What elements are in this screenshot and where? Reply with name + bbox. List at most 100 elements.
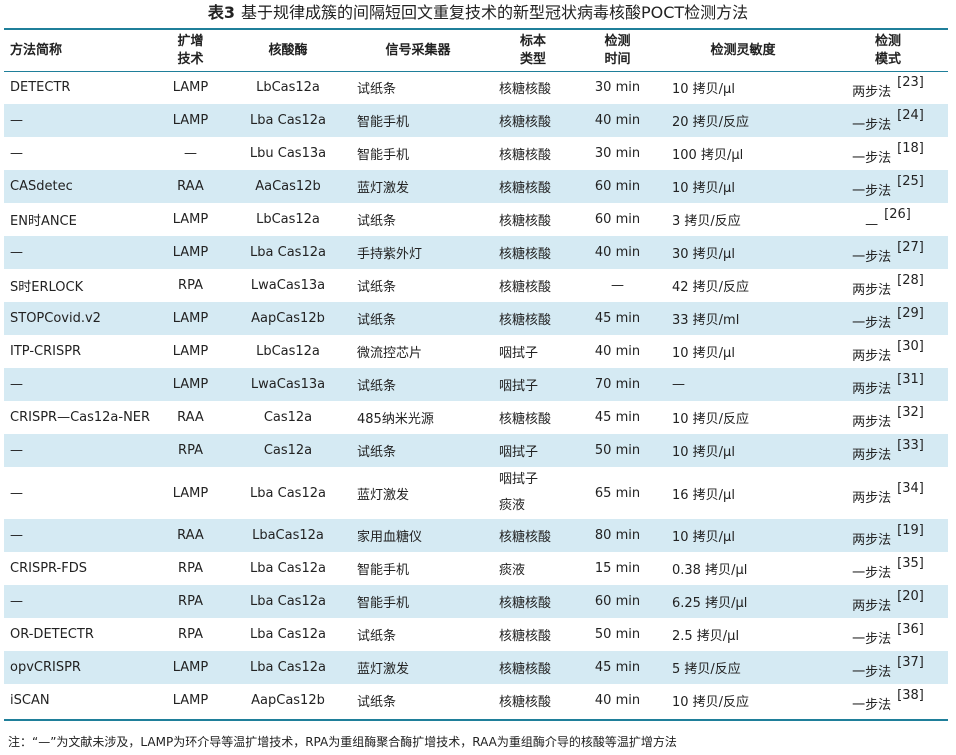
- table-row: CRISPR-FDS RPA Lba Cas12a 智能手机 痰液 15 min 0.38 …: [4, 552, 948, 585]
- table-caption: 表3 基于规律成簇的间隔短回文重复技术的新型冠状病毒核酸POCT检测方法: [0, 0, 956, 26]
- cell-nuclease: Cas12a: [263, 410, 313, 425]
- cell-amplification: LAMP: [152, 651, 229, 684]
- cell-amplification: LAMP: [152, 236, 229, 269]
- table-label: 表3: [207, 3, 235, 22]
- table-row: — RPA Cas12a 试纸条 咽拭子 50 min 10 拷贝/μl 两步法 [33]: [4, 434, 948, 467]
- cell-specimen: 痰液: [499, 563, 526, 578]
- cell-nuclease: Lba Cas12a: [229, 236, 347, 269]
- cell-detect-mode: 两步法 [32]: [828, 401, 948, 434]
- cell-detect-mode: 一步法 [35]: [828, 552, 948, 585]
- cell-method-name: CRISPR-FDS: [10, 561, 87, 576]
- cell-detect-mode: 两步法 [30]: [828, 335, 948, 368]
- table-row: EN时ANCE LAMP LbCas12a 试纸条 核糖核酸 60 min 3 拷贝/反应 —…: [4, 203, 948, 236]
- cell-signal-reader: 智能手机: [347, 585, 489, 618]
- bottom-rule: [4, 719, 948, 721]
- cell-detect-time: —: [611, 278, 624, 293]
- cell-signal-reader: 家用血糖仪: [347, 519, 489, 552]
- cell-nuclease: LwaCas13a: [229, 368, 347, 401]
- reference-citation: [37]: [897, 655, 924, 670]
- cell-specimen: 核糖核酸: [489, 236, 577, 269]
- mode-text: 一步法: [852, 250, 892, 265]
- cell-nuclease: LbaCas12a: [229, 519, 347, 552]
- cell-sensitivity: 6.25 拷贝/μl: [658, 585, 828, 618]
- cell-signal-reader: 蓝灯激发: [347, 651, 489, 684]
- cell-sensitivity: 10 拷贝/μl: [658, 519, 828, 552]
- cell-method-name: —: [4, 368, 152, 401]
- table-row: S时ERLOCK RPA LwaCas13a 试纸条 核糖核酸 — 42 拷贝/反应 两步法 […: [4, 269, 948, 302]
- cell-detect-time: 60 min: [577, 170, 658, 203]
- reference-citation: [27]: [897, 240, 924, 255]
- cell-detect-time: 60 min: [577, 585, 658, 618]
- mode-text: 两步法: [852, 490, 892, 506]
- cell-detect-time: 65 min: [594, 485, 641, 501]
- table-row: iSCAN LAMP AapCas12b 试纸条 核糖核酸 40 min 10 拷贝/反应 一…: [4, 684, 948, 717]
- cell-specimen: 核糖核酸: [499, 214, 552, 229]
- reference-citation: [33]: [897, 438, 924, 453]
- cell-detect-mode: 两步法 [31]: [828, 368, 948, 401]
- cell-sensitivity: 20 拷贝/反应: [658, 104, 828, 137]
- cell-detect-time: 40 min: [594, 693, 641, 708]
- cell-nuclease: LbCas12a: [256, 344, 320, 359]
- reference-citation: [26]: [884, 207, 911, 222]
- cell-sensitivity: 10 拷贝/反应: [672, 695, 750, 710]
- cell-signal-reader: 智能手机: [347, 104, 489, 137]
- reference-citation: [31]: [897, 372, 924, 387]
- cell-amplification: LAMP: [172, 344, 209, 359]
- cell-specimen: 咽拭子: [489, 368, 577, 401]
- cell-detect-mode: 两步法 [20]: [828, 585, 948, 618]
- cell-signal-reader: 微流控芯片: [357, 346, 423, 361]
- mode-text: 两步法: [852, 415, 892, 430]
- cell-nuclease: LwaCas13a: [250, 278, 326, 293]
- cell-nuclease: Lba Cas12a: [229, 585, 347, 618]
- cell-amplification: RPA: [178, 627, 203, 642]
- cell-amplification: RAA: [152, 170, 229, 203]
- reference-citation: [19]: [897, 523, 924, 538]
- cell-nuclease: Lbu Cas13a: [249, 146, 327, 161]
- cell-detect-time: 60 min: [594, 212, 641, 227]
- cell-method-name: —: [4, 519, 152, 552]
- cell-specimen: 核糖核酸: [489, 104, 577, 137]
- cell-signal-reader: 智能手机: [357, 563, 410, 578]
- cell-amplification: LAMP: [152, 104, 229, 137]
- cell-detect-time: 30 min: [594, 80, 641, 95]
- cell-amplification: LAMP: [172, 212, 209, 227]
- cell-signal-reader: 试纸条: [357, 629, 397, 644]
- cell-specimen: 核糖核酸: [499, 82, 552, 97]
- specimen-line: 咽拭子: [499, 472, 539, 487]
- specimen-line: 痰液: [499, 498, 526, 513]
- cell-signal-reader: 485纳米光源: [357, 412, 434, 427]
- cell-detect-time: 40 min: [577, 104, 658, 137]
- table-note: 注：“—”为文献未涉及，LAMP为环介导等温扩增技术，RPA为重组酶聚合酶扩增技…: [8, 735, 677, 749]
- header-mode: 检测 模式: [874, 33, 901, 67]
- cell-detect-mode: 两步法 [34]: [828, 467, 948, 519]
- cell-specimen: 核糖核酸: [489, 302, 577, 335]
- cell-signal-reader: 试纸条: [357, 82, 397, 97]
- cell-detect-mode: 一步法 [29]: [828, 302, 948, 335]
- cell-amplification: RPA: [178, 278, 203, 293]
- table-row: — RAA LbaCas12a 家用血糖仪 核糖核酸 80 min 10 拷贝/μl 两步法 […: [4, 519, 948, 552]
- cell-detect-mode: 两步法 [33]: [828, 434, 948, 467]
- cell-sensitivity: 16 拷贝/μl: [672, 487, 735, 503]
- cell-sensitivity: 10 拷贝/μl: [658, 434, 828, 467]
- mode-text: 两步法: [852, 533, 892, 548]
- header-specimen: 标本 类型: [519, 33, 546, 67]
- cell-nuclease: Lba Cas12a: [229, 104, 347, 137]
- mode-text: 两步法: [852, 599, 892, 614]
- cell-signal-reader: 试纸条: [357, 695, 397, 710]
- cell-amplification: LAMP: [172, 80, 209, 95]
- cell-sensitivity: 0.38 拷贝/μl: [672, 563, 748, 578]
- cell-nuclease: Lba Cas12a: [250, 485, 326, 501]
- reference-citation: [32]: [897, 405, 924, 420]
- cell-detect-time: 45 min: [577, 651, 658, 684]
- header-time: 检测 时间: [604, 33, 631, 67]
- cell-method-name: STOPCovid.v2: [4, 302, 152, 335]
- table-row: CRISPR—Cas12a-NER RAA Cas12a 485纳米光源 核糖核酸 45 …: [4, 401, 948, 434]
- cell-detect-mode: 一步法 [36]: [828, 618, 948, 651]
- cell-nuclease: Cas12a: [229, 434, 347, 467]
- reference-citation: [38]: [897, 688, 924, 703]
- mode-text: 一步法: [852, 566, 892, 581]
- cell-amplification: LAMP: [172, 693, 209, 708]
- cell-detect-time: 80 min: [577, 519, 658, 552]
- cell-specimen: 核糖核酸: [499, 148, 552, 163]
- cell-signal-reader: 蓝灯激发: [357, 487, 410, 503]
